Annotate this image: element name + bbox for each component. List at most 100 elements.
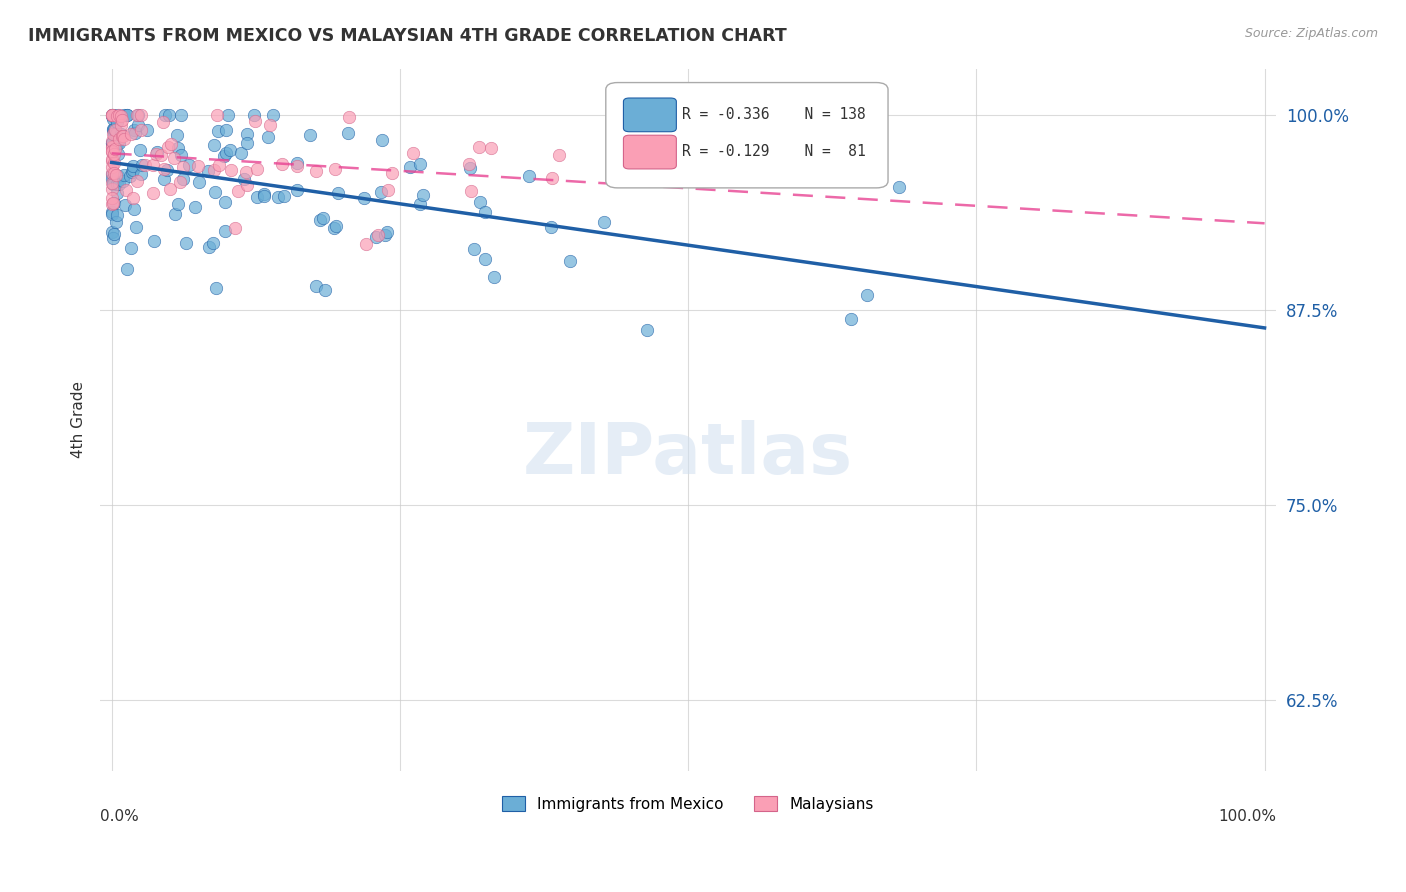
Immigrants from Mexico [127, 108, 149, 122]
Immigrants from Mexico [215, 123, 238, 137]
Malaysians [101, 134, 124, 148]
Immigrants from Mexico [197, 163, 219, 178]
Immigrants from Mexico [305, 279, 328, 293]
Immigrants from Mexico [101, 167, 124, 181]
Malaysians [354, 236, 377, 251]
Immigrants from Mexico [166, 196, 188, 211]
Immigrants from Mexico [236, 136, 259, 150]
Immigrants from Mexico [166, 128, 188, 143]
Immigrants from Mexico [146, 145, 169, 160]
Malaysians [187, 159, 209, 173]
Immigrants from Mexico [409, 156, 432, 170]
Immigrants from Mexico [253, 187, 276, 202]
Immigrants from Mexico [375, 226, 398, 240]
Immigrants from Mexico [127, 118, 149, 132]
Malaysians [149, 148, 172, 162]
Immigrants from Mexico [153, 172, 176, 186]
Malaysians [224, 221, 246, 235]
Immigrants from Mexico [120, 169, 142, 183]
Malaysians [548, 147, 571, 161]
Immigrants from Mexico [104, 136, 127, 151]
Immigrants from Mexico [125, 220, 148, 235]
Text: R = -0.129    N =  81: R = -0.129 N = 81 [682, 144, 866, 159]
Immigrants from Mexico [107, 169, 129, 183]
Malaysians [100, 108, 122, 122]
Malaysians [100, 182, 122, 196]
Text: 100.0%: 100.0% [1218, 809, 1277, 824]
Malaysians [540, 171, 562, 186]
Y-axis label: 4th Grade: 4th Grade [72, 381, 86, 458]
Immigrants from Mexico [197, 240, 219, 254]
Malaysians [103, 156, 125, 170]
Malaysians [367, 227, 389, 242]
Malaysians [152, 115, 174, 129]
Immigrants from Mexico [889, 180, 911, 194]
Immigrants from Mexico [201, 235, 224, 250]
Immigrants from Mexico [103, 227, 125, 241]
Malaysians [100, 176, 122, 190]
Immigrants from Mexico [217, 108, 239, 122]
Immigrants from Mexico [202, 137, 225, 152]
Malaysians [221, 163, 243, 178]
Immigrants from Mexico [262, 108, 284, 122]
Immigrants from Mexico [101, 207, 124, 221]
Immigrants from Mexico [257, 130, 280, 145]
Immigrants from Mexico [370, 133, 392, 147]
Malaysians [110, 118, 132, 132]
Immigrants from Mexico [312, 211, 335, 226]
Malaysians [108, 132, 131, 146]
Immigrants from Mexico [121, 164, 143, 178]
Immigrants from Mexico [204, 185, 226, 199]
Malaysians [100, 108, 122, 122]
Immigrants from Mexico [243, 108, 266, 122]
Malaysians [103, 166, 125, 180]
Immigrants from Mexico [212, 149, 235, 163]
Malaysians [381, 166, 404, 180]
Malaysians [169, 175, 191, 189]
Immigrants from Mexico [285, 156, 308, 170]
Immigrants from Mexico [484, 269, 506, 284]
Immigrants from Mexico [233, 172, 256, 186]
Immigrants from Mexico [101, 174, 124, 188]
FancyBboxPatch shape [623, 98, 676, 132]
Malaysians [101, 144, 124, 158]
Malaysians [100, 197, 122, 211]
Text: Source: ZipAtlas.com: Source: ZipAtlas.com [1244, 27, 1378, 40]
Malaysians [103, 147, 125, 161]
Malaysians [131, 108, 153, 122]
Immigrants from Mexico [120, 240, 142, 254]
Immigrants from Mexico [374, 228, 396, 243]
Immigrants from Mexico [117, 108, 139, 122]
Immigrants from Mexico [353, 191, 375, 205]
Legend: Immigrants from Mexico, Malaysians: Immigrants from Mexico, Malaysians [495, 788, 882, 819]
Malaysians [259, 118, 281, 132]
Malaysians [111, 128, 134, 143]
Malaysians [100, 154, 122, 169]
FancyBboxPatch shape [606, 83, 889, 188]
Malaysians [100, 140, 122, 154]
Immigrants from Mexico [474, 205, 496, 219]
Immigrants from Mexico [409, 197, 432, 211]
Immigrants from Mexico [105, 186, 128, 200]
Immigrants from Mexico [157, 108, 180, 122]
Immigrants from Mexico [839, 312, 862, 326]
Immigrants from Mexico [105, 136, 128, 151]
Immigrants from Mexico [101, 136, 124, 150]
Immigrants from Mexico [183, 200, 205, 214]
Immigrants from Mexico [103, 178, 125, 192]
Immigrants from Mexico [336, 126, 359, 140]
Malaysians [205, 108, 228, 122]
Immigrants from Mexico [131, 158, 153, 172]
Immigrants from Mexico [285, 183, 308, 197]
Immigrants from Mexico [326, 186, 349, 200]
Immigrants from Mexico [229, 145, 252, 160]
Immigrants from Mexico [463, 243, 485, 257]
Malaysians [287, 159, 309, 173]
Immigrants from Mexico [266, 190, 288, 204]
Malaysians [159, 182, 181, 196]
Malaysians [100, 166, 122, 180]
Malaysians [103, 127, 125, 141]
Malaysians [271, 157, 294, 171]
Malaysians [101, 191, 124, 205]
Malaysians [101, 195, 124, 210]
